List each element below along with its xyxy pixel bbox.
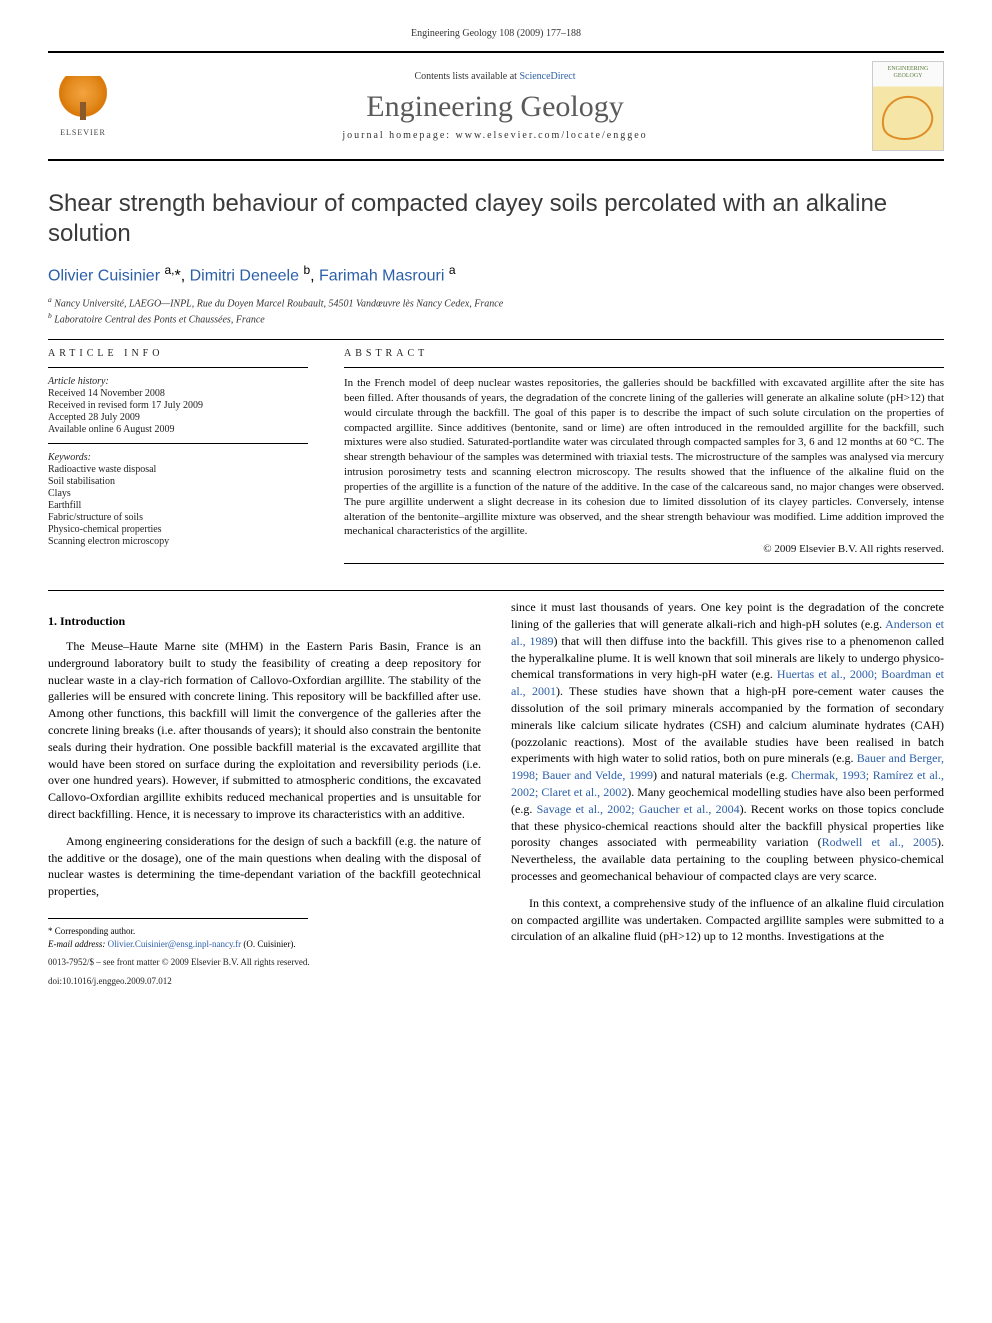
keyword: Earthfill bbox=[48, 500, 308, 511]
affiliation-b: b Laboratoire Central des Ponts et Chaus… bbox=[48, 311, 944, 325]
journal-cover-thumbnail: ENGINEERING GEOLOGY bbox=[872, 61, 944, 151]
cover-art-icon bbox=[877, 91, 937, 145]
divider bbox=[48, 339, 944, 340]
affiliations: a Nancy Université, LAEGO—INPL, Rue du D… bbox=[48, 295, 944, 325]
text-run: since it must last thousands of years. O… bbox=[511, 600, 944, 631]
contents-available-line: Contents lists available at ScienceDirec… bbox=[118, 71, 872, 82]
divider bbox=[48, 443, 308, 444]
text-run: ) and natural materials (e.g. bbox=[653, 768, 791, 782]
abstract-text: In the French model of deep nuclear wast… bbox=[344, 376, 944, 539]
email-link[interactable]: Olivier.Cuisinier@ensg.inpl-nancy.fr bbox=[108, 939, 241, 949]
history-online: Available online 6 August 2009 bbox=[48, 424, 308, 435]
body-paragraph: since it must last thousands of years. O… bbox=[511, 599, 944, 885]
email-label: E-mail address: bbox=[48, 939, 105, 949]
history-heading: Article history: bbox=[48, 376, 308, 387]
front-matter-line: 0013-7952/$ – see front matter © 2009 El… bbox=[48, 956, 481, 969]
body-paragraph: The Meuse–Haute Marne site (MHM) in the … bbox=[48, 638, 481, 823]
divider bbox=[344, 367, 944, 368]
corresponding-author: * Corresponding author. bbox=[48, 925, 308, 938]
citation-link[interactable]: Rodwell et al., 2005 bbox=[822, 835, 937, 849]
contents-prefix: Contents lists available at bbox=[414, 71, 519, 82]
sciencedirect-link[interactable]: ScienceDirect bbox=[519, 71, 575, 82]
keyword: Physico-chemical properties bbox=[48, 524, 308, 535]
affil-marker: a, bbox=[164, 263, 174, 277]
cover-title: ENGINEERING GEOLOGY bbox=[873, 66, 943, 79]
email-suffix: (O. Cuisinier). bbox=[241, 939, 296, 949]
author-link[interactable]: Dimitri Deneele bbox=[190, 267, 299, 284]
author-list: Olivier Cuisinier a,*, Dimitri Deneele b… bbox=[48, 263, 944, 285]
keyword: Clays bbox=[48, 488, 308, 499]
keyword: Fabric/structure of soils bbox=[48, 512, 308, 523]
email-line: E-mail address: Olivier.Cuisinier@ensg.i… bbox=[48, 938, 308, 951]
keywords-heading: Keywords: bbox=[48, 452, 308, 463]
journal-homepage-line: journal homepage: www.elsevier.com/locat… bbox=[118, 130, 872, 141]
footnotes: * Corresponding author. E-mail address: … bbox=[48, 918, 308, 950]
article-title: Shear strength behaviour of compacted cl… bbox=[48, 189, 944, 249]
body-two-column: 1. Introduction The Meuse–Haute Marne si… bbox=[48, 599, 944, 987]
keyword: Soil stabilisation bbox=[48, 476, 308, 487]
journal-name: Engineering Geology bbox=[118, 90, 872, 124]
author-link[interactable]: Farimah Masrouri bbox=[319, 267, 444, 284]
divider bbox=[48, 590, 944, 591]
article-info-heading: article info bbox=[48, 348, 308, 359]
history-accepted: Accepted 28 July 2009 bbox=[48, 412, 308, 423]
abstract-heading: abstract bbox=[344, 348, 944, 359]
affil-marker: b bbox=[303, 263, 310, 277]
article-info-column: article info Article history: Received 1… bbox=[48, 348, 308, 572]
divider bbox=[344, 563, 944, 564]
section-heading: 1. Introduction bbox=[48, 613, 481, 630]
body-paragraph: In this context, a comprehensive study o… bbox=[511, 895, 944, 945]
journal-banner: ELSEVIER Contents lists available at Sci… bbox=[48, 51, 944, 161]
keyword: Radioactive waste disposal bbox=[48, 464, 308, 475]
homepage-prefix: journal homepage: bbox=[342, 130, 455, 141]
affil-marker: a bbox=[449, 263, 456, 277]
keyword: Scanning electron microscopy bbox=[48, 536, 308, 547]
history-revised: Received in revised form 17 July 2009 bbox=[48, 400, 308, 411]
history-received: Received 14 November 2008 bbox=[48, 388, 308, 399]
publisher-logo: ELSEVIER bbox=[48, 67, 118, 145]
abstract-column: abstract In the French model of deep nuc… bbox=[344, 348, 944, 572]
copyright-line: © 2009 Elsevier B.V. All rights reserved… bbox=[344, 543, 944, 555]
elsevier-tree-icon bbox=[59, 76, 107, 124]
doi-line: doi:10.1016/j.enggeo.2009.07.012 bbox=[48, 975, 481, 988]
author-link[interactable]: Olivier Cuisinier bbox=[48, 267, 160, 284]
running-head: Engineering Geology 108 (2009) 177–188 bbox=[48, 28, 944, 39]
body-paragraph: Among engineering considerations for the… bbox=[48, 833, 481, 900]
homepage-url: www.elsevier.com/locate/enggeo bbox=[456, 130, 648, 141]
citation-link[interactable]: Savage et al., 2002; Gaucher et al., 200… bbox=[537, 802, 740, 816]
affiliation-a: a Nancy Université, LAEGO—INPL, Rue du D… bbox=[48, 295, 944, 309]
publisher-label: ELSEVIER bbox=[60, 128, 106, 137]
divider bbox=[48, 367, 308, 368]
